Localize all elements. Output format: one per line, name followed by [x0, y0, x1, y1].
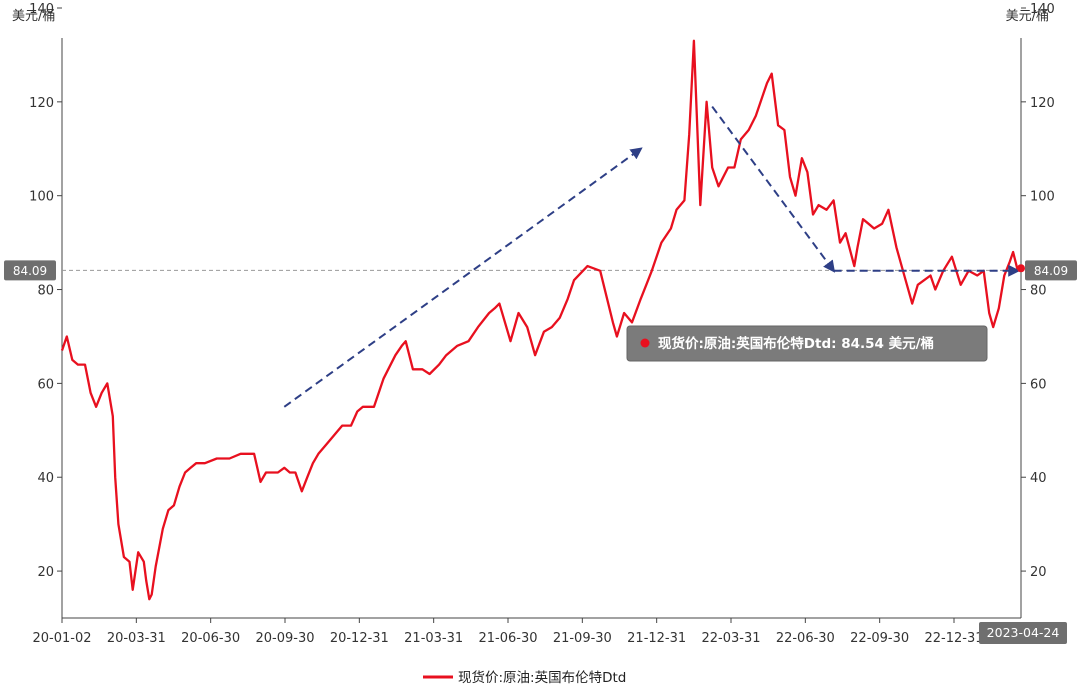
- series-line-brent-dtd: [60, 39, 1022, 601]
- x-tick-label: 22-09-30: [850, 631, 909, 646]
- left-value-badge-bg: [4, 260, 56, 281]
- left-y-tick-label: 100: [29, 190, 54, 205]
- left-y-tick-label: 120: [29, 96, 54, 111]
- right-y-tick-label: 100: [1030, 190, 1055, 205]
- x-tick-label: 20-06-30: [181, 631, 240, 646]
- x-tick-label: 21-12-31: [627, 631, 686, 646]
- tooltip: 现货价:原油:英国布伦特Dtd: 84.54 美元/桶: [626, 325, 988, 362]
- tooltip-series-dot: [640, 338, 650, 348]
- right-value-badge-text: 84.09: [1034, 264, 1068, 278]
- right-y-tick-label: 140: [1030, 2, 1055, 17]
- right-y-tick-label: 20: [1030, 565, 1047, 580]
- x-tick-label: 21-09-30: [553, 631, 612, 646]
- right-y-tick-label: 120: [1030, 96, 1055, 111]
- x-tick-label: 20-12-31: [330, 631, 389, 646]
- x-tick-label: 20-03-31: [107, 631, 166, 646]
- legend-label: 现货价:原油:英国布伦特Dtd: [458, 669, 626, 686]
- tooltip-bg: [626, 325, 988, 362]
- x-ticks: 20-01-02 20-03-31 20-06-30 20-09-30 20-12-31…: [32, 618, 984, 646]
- left-y-tick-label: 140: [29, 2, 54, 17]
- tooltip-text: 现货价:原油:英国布伦特Dtd: 84.54 美元/桶: [658, 335, 934, 352]
- left-value-badge: 84.09: [4, 260, 56, 281]
- x-last-label-text: 2023-04-24: [987, 625, 1060, 640]
- right-axis-unit: 美元/桶: [1006, 9, 1049, 24]
- x-last-label-bg: [979, 622, 1067, 644]
- right-y-tick-label: 40: [1030, 471, 1047, 486]
- left-y-tick-label: 20: [37, 565, 54, 580]
- left-y-ticks: 20 40 60 80 100 120 140: [29, 2, 62, 580]
- x-tick-label: 22-03-31: [701, 631, 760, 646]
- right-value-badge-bg: [1025, 260, 1077, 281]
- left-y-tick-label: 80: [37, 284, 54, 299]
- left-y-tick-label: 40: [37, 471, 54, 486]
- right-value-badge: 84.09: [1025, 260, 1077, 281]
- x-tick-label: 20-09-30: [255, 631, 314, 646]
- last-point-marker: [1017, 264, 1025, 273]
- legend: 现货价:原油:英国布伦特Dtd: [423, 669, 626, 686]
- x-tick-label: 22-06-30: [776, 631, 835, 646]
- right-y-tick-label: 60: [1030, 377, 1047, 392]
- trend-arrow: [283, 147, 643, 408]
- x-tick-label: 22-12-31: [924, 631, 983, 646]
- left-y-tick-label: 60: [37, 377, 54, 392]
- x-last-label-badge: 2023-04-24: [979, 622, 1067, 644]
- x-tick-label: 21-03-31: [404, 631, 463, 646]
- trend-arrow: [711, 105, 836, 273]
- left-axis-unit: 美元/桶: [12, 9, 55, 24]
- trend-arrows: [283, 105, 1021, 408]
- right-y-ticks: 20 40 60 80 100 120 140: [1021, 2, 1055, 580]
- left-value-badge-text: 84.09: [13, 264, 47, 278]
- x-tick-label: 21-06-30: [478, 631, 537, 646]
- right-y-tick-label: 80: [1030, 284, 1047, 299]
- x-tick-label: 20-01-02: [32, 631, 91, 646]
